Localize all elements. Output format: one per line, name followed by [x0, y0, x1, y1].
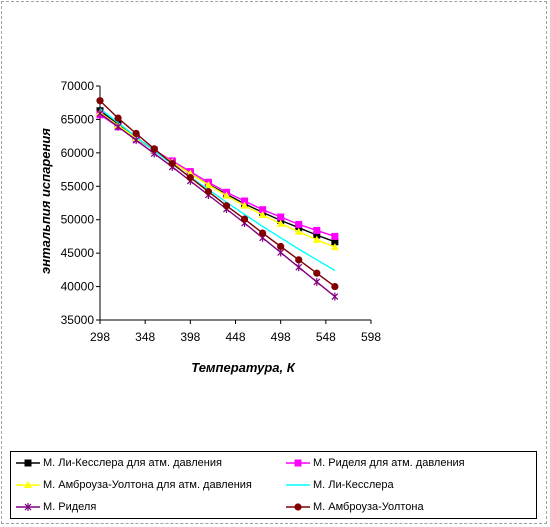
data-point — [96, 109, 104, 118]
series-3 — [96, 108, 339, 251]
data-point — [132, 136, 140, 145]
legend-label: М. Ли-Кесслера для атм. давления — [43, 457, 222, 469]
data-point — [276, 219, 285, 227]
legend-swatch-marker — [294, 459, 302, 467]
series-5 — [96, 109, 339, 301]
x-axis-label: Температура, К — [191, 360, 295, 375]
series-line — [99, 108, 336, 272]
legend-item: М. Ли-Кесслера — [285, 476, 394, 494]
data-point — [168, 159, 176, 168]
y-tick-label: 50000 — [61, 213, 95, 227]
legend-label: М. Риделя для атм. давления — [313, 457, 465, 469]
x-tick-label: 548 — [316, 330, 336, 344]
legend-swatch-marker — [24, 481, 32, 488]
data-point — [114, 122, 122, 131]
y-tick-label: 55000 — [61, 179, 95, 193]
legend-item: М. Амброуза-Уолтона для атм. давления — [15, 476, 252, 494]
x-tick-label: 348 — [135, 330, 155, 344]
data-point — [240, 201, 249, 209]
data-point — [258, 211, 267, 219]
data-point — [277, 213, 285, 221]
series-layer — [96, 97, 339, 301]
legend-label: М. Амброуза-Уолтона для атм. давления — [43, 479, 252, 491]
legend-item: М. Амброуза-Уолтона — [285, 498, 424, 516]
series-line — [99, 100, 336, 288]
legend-swatch — [286, 459, 310, 467]
series-4 — [99, 108, 336, 272]
axes: 35000 40000 45000 50000 55000 60000 65000 70000… — [61, 79, 382, 344]
y-tick-label: 45000 — [61, 246, 95, 260]
x-tick-label: 298 — [90, 330, 110, 344]
y-tick-label: 35000 — [61, 313, 95, 327]
legend-swatch — [286, 484, 310, 486]
data-point — [295, 220, 303, 228]
legend-label: М. Риделя — [43, 501, 97, 513]
legend-swatch-marker — [294, 503, 302, 511]
data-point — [313, 277, 321, 286]
data-point — [277, 242, 285, 251]
data-point — [330, 243, 339, 251]
data-point — [331, 282, 339, 291]
data-point — [295, 256, 303, 264]
y-tick-label: 70000 — [61, 79, 95, 93]
legend-item: М. Риделя — [15, 498, 96, 516]
data-point — [313, 269, 321, 277]
data-point — [294, 227, 303, 235]
data-point — [114, 114, 122, 122]
data-point — [132, 129, 140, 138]
legend-swatch — [16, 459, 40, 467]
x-tick-label: 498 — [271, 330, 291, 344]
legend-item: М. Ли-Кесслера для атм. давления — [15, 454, 222, 472]
legend-item: М. Риделя для атм. давления — [285, 454, 465, 472]
data-point — [331, 232, 339, 240]
line-chart: энтальпия испарения Температура, К 35000… — [38, 79, 382, 375]
data-point — [312, 235, 321, 243]
data-point — [222, 191, 231, 199]
y-tick-label: 65000 — [61, 112, 95, 126]
legend-swatch — [286, 503, 310, 511]
data-point — [331, 292, 339, 301]
data-point — [150, 145, 158, 153]
x-tick-label: 398 — [180, 330, 200, 344]
legend-swatch — [16, 503, 40, 511]
data-point — [313, 226, 321, 234]
y-tick-label: 40000 — [61, 280, 95, 294]
data-point — [204, 180, 213, 188]
y-axis-label: энтальпия испарения — [38, 128, 53, 274]
data-point — [96, 97, 104, 105]
legend-label: М. Ли-Кесслера — [313, 479, 394, 491]
legend-label: М. Амброуза-Уолтона — [313, 501, 424, 513]
legend: М. Ли-Кесслера для атм. давления М. Ридел… — [10, 451, 537, 519]
legend-swatch — [16, 481, 40, 488]
data-point — [204, 188, 212, 196]
data-point — [222, 202, 231, 210]
y-tick-label: 60000 — [61, 146, 95, 160]
y-axis-title-group: энтальпия испарения — [38, 128, 53, 274]
data-point — [295, 263, 303, 272]
x-tick-label: 448 — [225, 330, 245, 344]
data-point — [186, 173, 194, 182]
legend-swatch-marker — [24, 503, 32, 511]
legend-swatch-marker — [24, 459, 32, 467]
data-point — [240, 215, 249, 223]
x-tick-label: 598 — [361, 330, 381, 344]
series-6 — [96, 97, 339, 291]
data-point — [259, 229, 267, 237]
